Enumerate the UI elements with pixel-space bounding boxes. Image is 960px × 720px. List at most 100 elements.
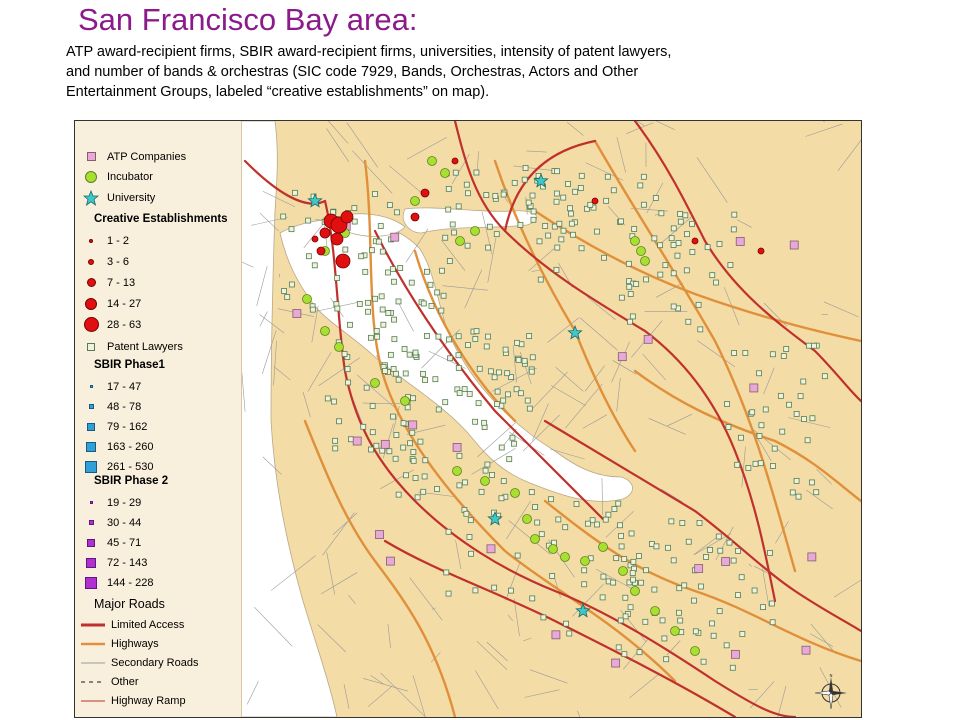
bay-area-map[interactable]: ATP Companies Incubator University Creat… (74, 120, 862, 718)
patent-lawyer-marker (447, 355, 454, 362)
patent-lawyer-marker (670, 557, 677, 564)
patent-lawyer-marker (500, 397, 507, 404)
atp-company-marker (408, 420, 418, 430)
patent-lawyer-marker (707, 546, 713, 553)
legend-class-row: 17 - 47 (75, 377, 141, 396)
patent-lawyer-marker (556, 220, 563, 227)
patent-lawyer-marker (804, 437, 811, 444)
patent-lawyer-marker (387, 351, 394, 358)
secondary-road (505, 561, 521, 601)
patent-lawyer-marker (762, 406, 769, 413)
secondary-road (579, 317, 618, 351)
secondary-road (816, 468, 832, 485)
atp-company-marker (551, 630, 561, 640)
secondary-road (262, 456, 282, 475)
secondary-road (477, 422, 516, 458)
secondary-road (547, 317, 580, 343)
patent-lawyer-marker (738, 574, 745, 581)
patent-lawyer-marker (793, 411, 800, 417)
secondary-road (697, 340, 735, 367)
legend-class-row: 30 - 44 (75, 513, 141, 532)
patent-lawyer-marker (536, 238, 543, 245)
patent-lawyer-marker (344, 366, 351, 372)
patent-lawyer-marker (498, 495, 505, 502)
legend-class-label: 30 - 44 (107, 516, 142, 529)
patent-lawyer-marker (482, 467, 489, 474)
secondary-road (696, 157, 728, 203)
sbir1-square-icon (87, 422, 95, 431)
patent-lawyer-marker (578, 172, 585, 179)
secondary-road (737, 219, 752, 228)
patent-lawyer-marker (449, 221, 456, 228)
incubator-marker (618, 566, 628, 576)
university-marker (487, 510, 503, 526)
atp-company-marker (694, 564, 704, 573)
creative-establishment-marker (591, 197, 599, 205)
patent-lawyer-marker (756, 370, 762, 377)
patent-lawyer-marker (465, 342, 471, 348)
patent-lawyer-marker (659, 617, 666, 624)
creative-establishment-marker (420, 188, 430, 198)
patent-lawyer-marker (537, 276, 544, 283)
atp-company-marker (380, 439, 390, 449)
highway-road (493, 159, 637, 453)
patent-lawyer-marker (423, 333, 430, 339)
patent-lawyer-marker (445, 206, 452, 213)
secondary-road (441, 240, 466, 271)
patent-lawyer-marker (642, 618, 649, 625)
patent-lawyer-marker (400, 420, 407, 427)
patent-lawyer-marker (508, 587, 514, 594)
patent-lawyer-marker (731, 211, 738, 218)
legend-class-label: 7 - 13 (107, 276, 136, 289)
patent-lawyer-marker (709, 272, 716, 279)
secondary-road (318, 357, 360, 387)
patent-lawyer-marker (618, 533, 624, 539)
patent-lawyer-marker (514, 552, 521, 559)
patent-lawyer-marker (391, 278, 397, 285)
atp-company-marker (735, 237, 745, 246)
legend-road-label: Limited Access (111, 618, 185, 631)
incubator-marker (548, 544, 558, 554)
atp-company-marker (643, 334, 653, 344)
secondary-road (748, 563, 752, 567)
patent-lawyer-marker (652, 195, 659, 201)
patent-lawyer-marker (603, 197, 610, 204)
patent-lawyer-marker (351, 205, 358, 212)
patent-lawyer-marker (373, 328, 380, 334)
patent-lawyer-marker (615, 644, 622, 651)
patent-lawyer-marker (563, 620, 569, 627)
creative-establishment-marker (335, 253, 351, 269)
patent-lawyer-marker (455, 333, 462, 340)
incubator-marker (560, 552, 570, 562)
creative-circle-icon (83, 317, 99, 332)
patent-lawyer-marker (494, 401, 500, 408)
atp-square-icon (86, 152, 96, 161)
patent-lawyer-marker (403, 472, 409, 479)
patent-lawyer-marker (730, 557, 737, 564)
creative-circle-icon (86, 278, 96, 287)
legend-class-label: 48 - 78 (107, 400, 142, 413)
legend-class-symbol (75, 315, 107, 334)
patent-lawyer-marker (734, 461, 741, 468)
patent-lawyer-marker (793, 477, 800, 484)
secondary-road (302, 391, 311, 418)
patent-lawyer-marker (691, 597, 697, 604)
patent-lawyer-marker (735, 592, 741, 599)
secondary-road (421, 329, 460, 369)
secondary-road (370, 675, 384, 685)
patent-lawyer-marker (485, 244, 492, 251)
patent-lawyer-marker (809, 415, 816, 422)
highway-road (633, 369, 861, 503)
secondary-road (526, 150, 547, 153)
creative-circle-icon (89, 238, 93, 243)
sbir2-square-icon (87, 538, 95, 547)
patent-lawyer-marker (625, 260, 632, 267)
subtitle-line-3: Entertainment Groups, labeled “creative … (66, 84, 490, 100)
patent-lawyer-marker (542, 223, 549, 229)
patent-lawyer-marker (517, 222, 524, 228)
patent-lawyer-marker (434, 486, 440, 492)
secondary-road (512, 345, 518, 383)
patent-lawyer-marker (331, 398, 337, 405)
secondary-road (246, 681, 259, 705)
patent-lawyer-marker (347, 321, 353, 328)
